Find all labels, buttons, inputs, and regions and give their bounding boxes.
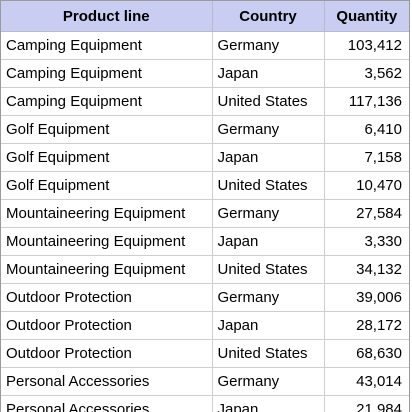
country-cell: Germany xyxy=(212,115,325,144)
table-row: Camping Equipment Japan 3,562 xyxy=(1,59,409,88)
product-line-cell: Camping Equipment xyxy=(1,87,213,116)
product-line-cell: Personal Accessories xyxy=(1,367,213,396)
country-cell: United States xyxy=(212,87,325,116)
country-cell: United States xyxy=(212,339,325,368)
table-row: Outdoor Protection Japan 28,172 xyxy=(1,311,409,340)
country-cell: Germany xyxy=(212,31,325,60)
quantity-cell: 3,330 xyxy=(324,227,409,256)
country-cell: Germany xyxy=(212,199,325,228)
product-line-cell: Mountaineering Equipment xyxy=(1,255,213,284)
quantity-cell: 103,412 xyxy=(324,31,409,60)
quantity-cell: 34,132 xyxy=(324,255,409,284)
country-cell: Germany xyxy=(212,367,325,396)
header-quantity[interactable]: Quantity xyxy=(324,1,409,32)
quantity-cell: 10,470 xyxy=(324,171,409,200)
product-line-cell: Golf Equipment xyxy=(1,143,213,172)
quantity-cell: 27,584 xyxy=(324,199,409,228)
country-cell: Japan xyxy=(212,395,325,412)
header-country[interactable]: Country xyxy=(212,1,325,32)
table-row: Camping Equipment United States 117,136 xyxy=(1,87,409,116)
table-row: Outdoor Protection United States 68,630 xyxy=(1,339,409,368)
product-line-cell: Outdoor Protection xyxy=(1,311,213,340)
product-line-cell: Golf Equipment xyxy=(1,171,213,200)
country-cell: Japan xyxy=(212,59,325,88)
table-row: Personal Accessories Germany 43,014 xyxy=(1,367,409,396)
product-line-cell: Camping Equipment xyxy=(1,59,213,88)
table-row: Mountaineering Equipment United States 3… xyxy=(1,255,409,284)
country-cell: Japan xyxy=(212,311,325,340)
product-line-cell: Golf Equipment xyxy=(1,115,213,144)
country-cell: Japan xyxy=(212,143,325,172)
quantity-cell: 68,630 xyxy=(324,339,409,368)
quantity-cell: 3,562 xyxy=(324,59,409,88)
table-row: Camping Equipment Germany 103,412 xyxy=(1,31,409,60)
country-cell: Germany xyxy=(212,283,325,312)
product-line-cell: Outdoor Protection xyxy=(1,339,213,368)
product-line-cell: Camping Equipment xyxy=(1,31,213,60)
quantity-cell: 28,172 xyxy=(324,311,409,340)
table-row: Golf Equipment Germany 6,410 xyxy=(1,115,409,144)
product-line-cell: Outdoor Protection xyxy=(1,283,213,312)
header-product-line[interactable]: Product line xyxy=(1,1,213,32)
product-line-cell: Mountaineering Equipment xyxy=(1,227,213,256)
country-cell: United States xyxy=(212,255,325,284)
quantity-cell: 39,006 xyxy=(324,283,409,312)
table-row: Golf Equipment Japan 7,158 xyxy=(1,143,409,172)
table-row: Outdoor Protection Germany 39,006 xyxy=(1,283,409,312)
product-line-cell: Mountaineering Equipment xyxy=(1,199,213,228)
quantity-cell: 6,410 xyxy=(324,115,409,144)
table-row: Mountaineering Equipment Germany 27,584 xyxy=(1,199,409,228)
table-row: Personal Accessories Japan 21,984 xyxy=(1,395,409,412)
quantity-cell: 7,158 xyxy=(324,143,409,172)
country-cell: United States xyxy=(212,171,325,200)
quantity-cell: 43,014 xyxy=(324,367,409,396)
country-cell: Japan xyxy=(212,227,325,256)
table-row: Mountaineering Equipment Japan 3,330 xyxy=(1,227,409,256)
quantity-cell: 117,136 xyxy=(324,87,409,116)
product-line-cell: Personal Accessories xyxy=(1,395,213,412)
quantity-cell: 21,984 xyxy=(324,395,409,412)
header-row: Product line Country Quantity xyxy=(1,1,409,32)
table-row: Golf Equipment United States 10,470 xyxy=(1,171,409,200)
